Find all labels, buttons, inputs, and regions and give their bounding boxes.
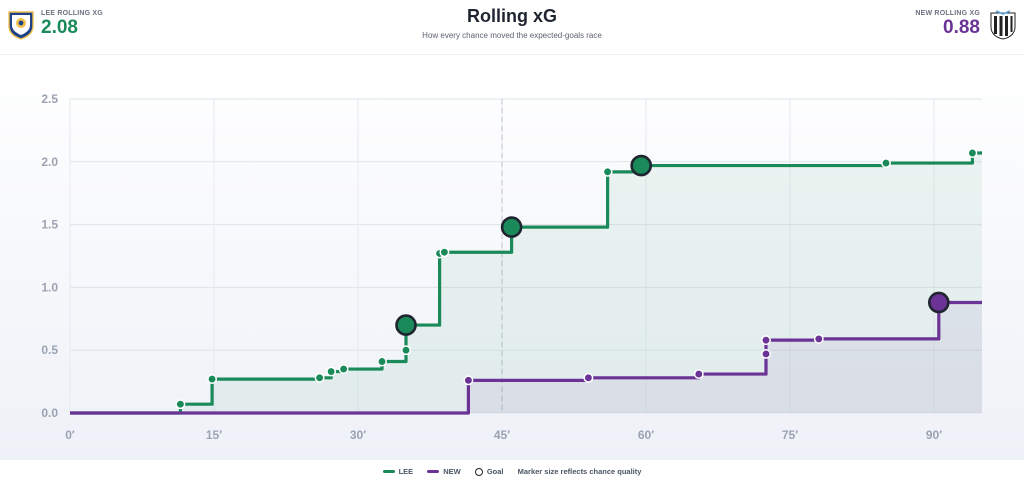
goal-marker-icon (474, 467, 483, 476)
series-line-new (70, 300, 982, 415)
shot-marker-lee (602, 166, 613, 177)
legend-label-lee: LEE (398, 466, 414, 476)
legend-item-goal: Goal (474, 466, 504, 476)
newcastle-crest-icon (990, 10, 1016, 40)
away-xg-value: 0.88 (943, 17, 980, 38)
area-new (70, 302, 982, 413)
shot-marker-lee (338, 364, 349, 374)
rolling-xg-chart: 0.0 0.5 1.0 1.5 2.0 2.5 0′ 15′ 30′ 45′ 60′ 75′ 90′ (0, 56, 1024, 460)
legend-label-goal: Goal (486, 466, 504, 476)
x-tick-label: 45′ (494, 428, 510, 442)
shot-marker-new (813, 333, 824, 344)
page-subtitle: How every chance moved the expected-goal… (422, 31, 602, 40)
title-block: Rolling xG How every chance moved the ex… (312, 6, 712, 40)
shot-marker-lee (326, 366, 337, 377)
y-tick-label: 2.0 (41, 155, 58, 169)
x-tick-label: 75′ (782, 428, 798, 442)
goal-marker-lee (500, 216, 523, 238)
shot-marker-new (761, 335, 771, 346)
x-tick-label: 30′ (350, 428, 366, 442)
shot-marker-lee (314, 372, 325, 383)
header: LEE ROLLING XG 2.08 Rolling xG How every… (0, 0, 1024, 55)
y-tick-label: 0.5 (41, 343, 58, 357)
area-lee (70, 153, 982, 413)
x-tick-label: 60′ (638, 428, 654, 442)
leeds-crest-icon (8, 11, 34, 40)
x-tick-label: 15′ (206, 428, 222, 442)
x-tick-label: 0′ (65, 428, 75, 442)
shot-marker-lee (881, 158, 891, 169)
shot-marker-lee (439, 247, 450, 258)
legend-label-new: NEW (443, 466, 461, 476)
home-xg-label: LEE ROLLING XG (41, 10, 103, 17)
goal-marker-lee (630, 154, 653, 177)
shot-marker-lee (175, 399, 186, 410)
page-title: Rolling xG (467, 6, 557, 26)
shot-marker-new (583, 372, 594, 383)
goal-marker-lee (395, 314, 417, 336)
shot-marker-new (463, 375, 474, 386)
shot-marker-lee (967, 148, 978, 158)
shot-marker-new (693, 369, 704, 380)
legend-note: Marker size reflects chance quality (517, 466, 642, 476)
y-tick-label: 1.0 (41, 280, 58, 294)
shot-marker-new (761, 349, 771, 359)
shot-marker-lee (207, 374, 218, 385)
legend-item-new: NEW (427, 467, 461, 476)
legend-item-lee: LEE (382, 466, 414, 476)
legend-swatch-new (427, 470, 440, 474)
legend: LEE NEW Goal Marker size reflects chance… (0, 466, 1024, 476)
legend-swatch-lee (382, 470, 395, 474)
y-tick-label: 2.5 (41, 92, 58, 106)
goal-marker-new (927, 291, 950, 314)
shot-marker-lee (401, 345, 411, 356)
chart-background (0, 56, 1024, 460)
x-tick-label: 90′ (926, 428, 942, 442)
y-tick-label: 0.0 (41, 406, 58, 420)
shot-marker-lee (377, 356, 387, 367)
away-xg-label: NEW ROLLING XG (915, 10, 980, 17)
home-xg-value: 2.08 (41, 17, 78, 38)
y-tick-label: 1.5 (41, 218, 58, 232)
